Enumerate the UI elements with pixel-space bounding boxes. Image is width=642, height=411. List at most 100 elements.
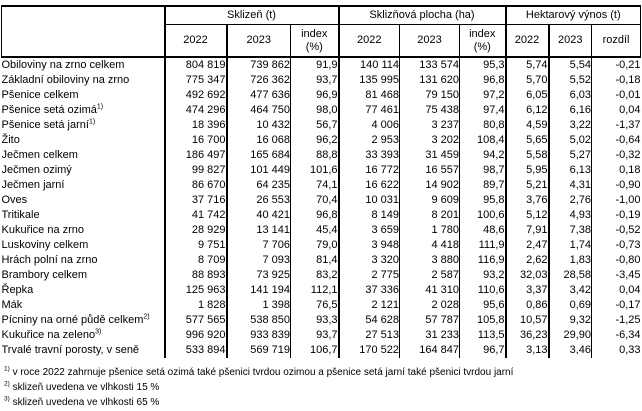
value-cell: 2 121 — [337, 298, 400, 313]
value-cell: 6,16 — [547, 103, 592, 118]
value-cell: 9 751 — [163, 238, 227, 253]
row-label: Ječmen celkem — [1, 149, 78, 161]
value-cell: 3 237 — [399, 118, 460, 133]
row-label: Luskoviny celkem — [1, 239, 89, 251]
table-row: Ječmen celkem 186 497 165 684 88,8 33 393 31 … — [2, 148, 641, 163]
value-cell: 86 670 — [163, 178, 227, 193]
value-cell: 93,2 — [458, 268, 506, 283]
value-cell: 98,0 — [290, 103, 339, 118]
table-row: Brambory celkem 88 893 73 925 83,2 2 775 2 58… — [2, 268, 641, 283]
value-cell: 4 418 — [399, 238, 460, 253]
value-cell: 5,21 — [504, 178, 549, 193]
value-cell: 81 468 — [337, 88, 400, 103]
value-cell: 2,62 — [504, 253, 549, 268]
value-cell: 16 622 — [337, 178, 400, 193]
row-label: Pšenice setá jarní1) — [1, 118, 96, 131]
value-cell: 101,6 — [290, 163, 339, 178]
row-label-header — [1, 5, 166, 58]
value-cell: 5,12 — [504, 208, 549, 223]
value-cell: 3 202 — [399, 133, 460, 148]
value-cell: 94,2 — [458, 148, 506, 163]
footnote-text: v roce 2022 zahrnuje pšenice setá ozimá … — [12, 367, 514, 378]
value-cell: 10 432 — [225, 118, 291, 133]
value-cell: 726 362 — [225, 73, 291, 88]
value-cell: 99 827 — [163, 163, 227, 178]
value-cell: 95,8 — [458, 193, 506, 208]
footnote-text: sklizeň uvedena ve vlhkosti 65 % — [12, 397, 160, 408]
value-cell: 996 920 — [163, 328, 227, 343]
value-cell: 29,90 — [547, 328, 592, 343]
value-cell: 538 850 — [225, 313, 291, 328]
footnote-text: sklizeň uvedena ve vlhkosti 15 % — [12, 382, 160, 393]
value-cell: 7 706 — [225, 238, 291, 253]
value-cell: 83,2 — [290, 268, 339, 283]
value-cell: 36,23 — [504, 328, 549, 343]
value-cell: 27 513 — [337, 328, 400, 343]
value-cell: -0,90 — [591, 178, 641, 193]
value-cell: 74,1 — [290, 178, 339, 193]
value-cell: 2 953 — [337, 133, 400, 148]
value-cell: 96,8 — [290, 208, 339, 223]
value-cell: -1,25 — [591, 313, 641, 328]
value-cell: 73 925 — [225, 268, 291, 283]
value-cell: 1 780 — [399, 223, 460, 238]
value-cell: 97,2 — [458, 88, 506, 103]
value-cell: -0,64 — [591, 133, 641, 148]
table-header: Sklizeň (t) Sklizňová plocha (ha) Hektar… — [1, 5, 642, 58]
value-cell: 135 995 — [337, 73, 400, 88]
col-header-vynos-rozdil: rozdíl — [591, 24, 642, 58]
value-cell: 7 093 — [225, 253, 291, 268]
value-cell: 739 862 — [225, 57, 291, 73]
value-cell: 96,8 — [458, 73, 506, 88]
value-cell: 5,65 — [504, 133, 549, 148]
value-cell: 54 628 — [337, 313, 400, 328]
value-cell: 0,86 — [504, 298, 549, 313]
value-cell: 133 574 — [399, 57, 460, 73]
table-row: Ječmen ozimý 99 827 101 449 101,6 16 772 16 5… — [2, 163, 641, 178]
value-cell: -0,01 — [591, 88, 641, 103]
value-cell: 1 828 — [163, 298, 227, 313]
value-cell: 91,9 — [290, 57, 339, 73]
value-cell: -0,18 — [591, 73, 641, 88]
footnote-marker: 2) — [4, 380, 10, 388]
value-cell: 100,6 — [458, 208, 506, 223]
value-cell: 5,58 — [504, 148, 549, 163]
value-cell: 533 894 — [163, 343, 227, 358]
value-cell: 101 449 — [225, 163, 291, 178]
value-cell: -0,73 — [591, 238, 641, 253]
value-cell: 7,91 — [504, 223, 549, 238]
col-header-sklizen-2023: 2023 — [225, 24, 291, 58]
value-cell: 6,03 — [547, 88, 592, 103]
value-cell: 3,37 — [504, 283, 549, 298]
value-cell: 79,0 — [290, 238, 339, 253]
value-cell: -0,52 — [591, 223, 641, 238]
table-row: Řepka 125 963 141 194 112,1 37 336 41 310 110,… — [2, 283, 641, 298]
value-cell: 77 461 — [337, 103, 400, 118]
col-header-sklizen-2022: 2022 — [163, 24, 227, 58]
row-label: Pšenice setá ozimá1) — [1, 103, 104, 116]
value-cell: 70,4 — [290, 193, 339, 208]
row-label: Pšenice celkem — [1, 89, 79, 101]
table-row: Kukuřice na zeleno3) 996 920 933 839 93,7 27… — [2, 328, 641, 343]
group-header-sklizen: Sklizeň (t) — [163, 5, 339, 25]
value-cell: 5,70 — [504, 73, 549, 88]
harvest-table: Sklizeň (t) Sklizňová plocha (ha) Hektar… — [1, 5, 642, 358]
value-cell: -0,19 — [591, 208, 641, 223]
value-cell: 79 150 — [399, 88, 460, 103]
value-cell: -1,00 — [591, 193, 641, 208]
footnote-marker: 2) — [143, 313, 150, 321]
value-cell: 16 557 — [399, 163, 460, 178]
value-cell: 37 336 — [337, 283, 400, 298]
table-row: Pícniny na orné půdě celkem2) 577 565 538 … — [2, 313, 641, 328]
value-cell: 89,7 — [458, 178, 506, 193]
value-cell: 80,8 — [458, 118, 506, 133]
table-row: Základní obiloviny na zrno 775 347 726 362… — [2, 73, 641, 88]
col-header-vynos-2022: 2022 — [504, 24, 549, 58]
value-cell: 16 700 — [163, 133, 227, 148]
value-cell: 56,7 — [290, 118, 339, 133]
row-label: Mák — [1, 299, 23, 311]
value-cell: 116,9 — [458, 253, 506, 268]
value-cell: 492 692 — [163, 88, 227, 103]
value-cell: 96,7 — [458, 343, 506, 358]
